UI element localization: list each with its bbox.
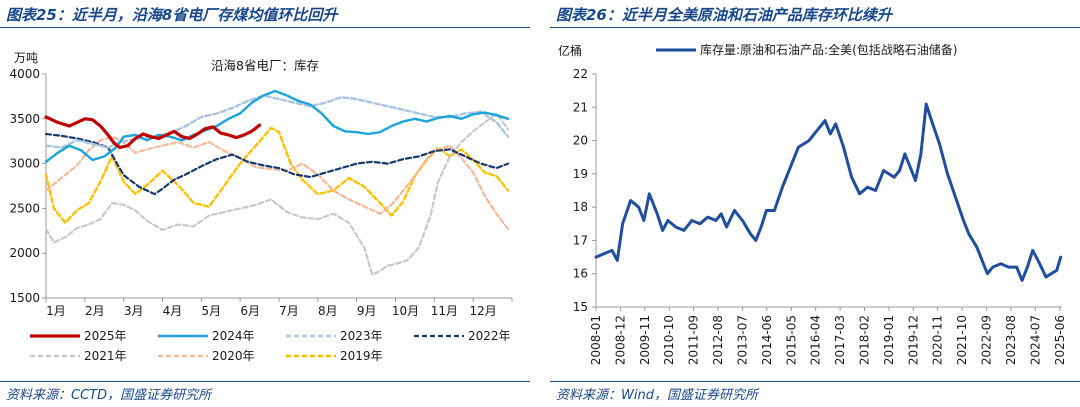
x-tick-label: 2022-09 xyxy=(980,315,994,365)
x-tick-label: 2024-07 xyxy=(1028,315,1042,365)
x-tick-label: 9月 xyxy=(357,304,377,318)
x-tick-label: 3月 xyxy=(124,304,144,318)
y-tick-label: 2000 xyxy=(9,246,40,260)
x-tick-label: 7月 xyxy=(279,304,299,318)
x-tick-label: 2025-06 xyxy=(1053,315,1067,365)
series-line-inventory xyxy=(594,102,1063,282)
x-tick-label: 2月 xyxy=(85,304,105,318)
y-tick-label: 3500 xyxy=(9,112,40,126)
right-figure-panel: 图表26：近半月全美原油和石油产品库存环比续升 亿桶 15 16 17 18 19 20 21… xyxy=(550,0,1080,407)
series-line-2021年 xyxy=(44,112,510,276)
x-tick-label: 2008-01 xyxy=(589,315,603,365)
y-tick-label: 3000 xyxy=(9,157,40,171)
y-tick-label: 4000 xyxy=(9,67,40,81)
x-tick-label: 2018-02 xyxy=(858,315,872,365)
x-tick-label: 4月 xyxy=(163,304,183,318)
series-line-2023年 xyxy=(44,94,510,149)
legend-label: 2021年 xyxy=(84,349,127,363)
x-tick-label: 2016-04 xyxy=(809,315,823,365)
left-source-note: 资料来源：CCTD，国盛证券研究所 xyxy=(6,388,212,403)
x-tick-label: 2011-09 xyxy=(687,315,701,365)
x-tick-label: 1月 xyxy=(46,304,66,318)
y-axis-unit: 亿桶 xyxy=(558,43,582,58)
legend-label: 2020年 xyxy=(212,349,255,363)
x-tick-label: 8月 xyxy=(318,304,338,318)
x-tick-label: 2021-10 xyxy=(955,315,969,365)
x-tick-label: 2014-06 xyxy=(760,315,774,365)
y-tick-label: 17 xyxy=(573,233,588,247)
legend-label: 2023年 xyxy=(340,329,383,343)
x-tick-label: 2019-12 xyxy=(906,315,920,365)
y-tick-label: 21 xyxy=(573,100,588,114)
y-tick-label: 22 xyxy=(573,67,588,81)
x-tick-label: 2023-08 xyxy=(1004,315,1018,365)
right-source-note: 资料来源：Wind，国盛证券研究所 xyxy=(556,388,758,403)
left-source-rule xyxy=(0,381,530,382)
y-tick-label: 19 xyxy=(573,167,588,181)
x-tick-label: 5月 xyxy=(202,304,222,318)
y-tick-label: 18 xyxy=(573,200,588,214)
x-tick-label: 2013-07 xyxy=(735,315,749,365)
right-title-rule xyxy=(550,27,1080,28)
right-figure-title: 图表26：近半月全美原油和石油产品库存环比续升 xyxy=(556,6,892,24)
series-line-2025年 xyxy=(44,115,262,150)
legend-label: 2024年 xyxy=(212,329,255,343)
series-line-2024年 xyxy=(44,89,510,164)
series-line-2022年 xyxy=(44,132,510,196)
y-tick-label: 16 xyxy=(573,267,588,281)
left-title-rule xyxy=(0,27,530,28)
legend-label: 库存量:原油和石油产品:全美(包括战略石油储备) xyxy=(700,42,957,57)
x-tick-label: 2008-12 xyxy=(613,315,627,365)
left-figure-title: 图表25：近半月，沿海8省电厂存煤均值环比回升 xyxy=(6,6,338,24)
x-tick-label: 2015-05 xyxy=(784,315,798,365)
legend-label: 2025年 xyxy=(84,329,127,343)
x-tick-label: 11月 xyxy=(431,304,458,318)
x-tick-label: 2020-11 xyxy=(931,315,945,365)
x-tick-label: 10月 xyxy=(392,304,419,318)
y-tick-label: 2500 xyxy=(9,201,40,215)
y-tick-label: 20 xyxy=(573,134,588,148)
x-tick-label: 12月 xyxy=(470,304,497,318)
right-source-rule xyxy=(550,381,1080,382)
chart-title: 沿海8省电厂：库存 xyxy=(211,58,319,73)
right-chart-svg: 亿桶 15 16 17 18 19 20 21 22 2008-01 2008-12 2009-11 2… xyxy=(558,42,1067,365)
x-tick-label: 2017-03 xyxy=(833,315,847,365)
x-tick-label: 2019-01 xyxy=(882,315,896,365)
left-chart-svg: 万吨沿海8省电厂：库存 1500 2000 2500 3000 3500 4000 1月 2月 3… xyxy=(9,51,513,363)
legend-label: 2022年 xyxy=(468,329,511,343)
x-tick-label: 6月 xyxy=(240,304,260,318)
legend-label: 2019年 xyxy=(340,349,383,363)
x-tick-label: 2009-11 xyxy=(638,315,652,365)
x-tick-label: 2012-08 xyxy=(711,315,725,365)
x-tick-label: 2010-10 xyxy=(662,315,676,365)
left-figure-panel: 图表25：近半月，沿海8省电厂存煤均值环比回升 万吨沿海8省电厂：库存 1500 2… xyxy=(0,0,530,407)
y-tick-label: 1500 xyxy=(9,291,40,305)
y-axis-unit: 万吨 xyxy=(14,51,38,65)
y-tick-label: 15 xyxy=(573,300,588,314)
